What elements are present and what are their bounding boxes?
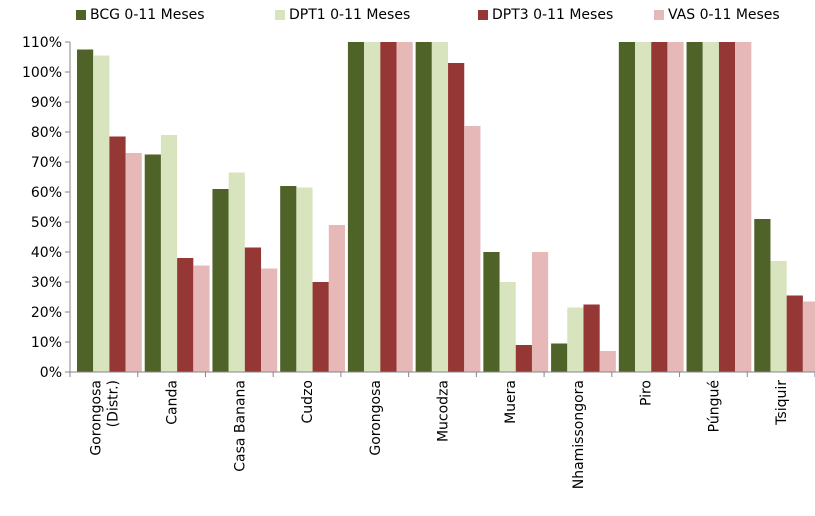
legend-swatch-dpt1 xyxy=(275,10,285,20)
bar-dpt3-2 xyxy=(244,247,262,372)
bar-dpt1-2 xyxy=(228,172,245,372)
bar-vas-5 xyxy=(464,126,481,372)
bar-bcg-7 xyxy=(551,343,568,372)
bar-bcg-8 xyxy=(618,42,636,372)
legend: BCG 0-11 Meses DPT1 0-11 Meses DPT3 0-11… xyxy=(0,7,815,27)
bar-dpt3-7 xyxy=(583,304,600,372)
bar-dpt1-9 xyxy=(702,42,719,372)
bar-vas-0 xyxy=(125,153,142,372)
bar-vas-10 xyxy=(802,301,815,372)
bar-dpt1-6 xyxy=(499,282,516,372)
legend-item-dpt1: DPT1 0-11 Meses xyxy=(275,7,410,23)
bar-dpt1-0 xyxy=(93,55,110,372)
x-tick-label: (Distr.) xyxy=(105,380,121,427)
bar-vas-2 xyxy=(261,268,278,372)
x-tick-label: Mucodza xyxy=(436,380,452,442)
x-tick-label: Tsiquir xyxy=(774,380,790,426)
bar-dpt1-7 xyxy=(567,307,584,372)
x-tick-label: Gorongosa xyxy=(88,380,104,456)
x-tick-label: Muera xyxy=(503,380,519,424)
y-tick-label: 20% xyxy=(31,305,62,321)
y-tick-label: 90% xyxy=(31,95,62,111)
bar-bcg-6 xyxy=(483,252,500,372)
y-tick-labels: 0% 10% 20% 30% 40% 50% 60% 70% 80% 90% 100% 110% xyxy=(22,35,62,381)
y-tick-label: 60% xyxy=(31,185,62,201)
bar-bcg-0 xyxy=(77,49,94,372)
bar-bcg-1 xyxy=(144,154,161,372)
bar-dpt1-8 xyxy=(635,42,652,372)
legend-label-dpt3: DPT3 0-11 Meses xyxy=(492,7,614,23)
bar-vas-9 xyxy=(735,42,752,372)
bar-dpt1-1 xyxy=(160,135,178,372)
legend-label-dpt1: DPT1 0-11 Meses xyxy=(289,7,411,23)
x-tick-label: Púngué xyxy=(706,380,722,432)
bar-dpt3-9 xyxy=(718,42,736,372)
bar-vas-1 xyxy=(193,265,210,372)
x-tick-label: Cudzo xyxy=(300,380,316,423)
x-tick-label: Canda xyxy=(165,380,181,425)
y-tick-label: 110% xyxy=(22,35,62,51)
bar-bcg-2 xyxy=(212,189,229,372)
legend-label-vas: VAS 0-11 Meses xyxy=(668,7,780,23)
y-tick-label: 10% xyxy=(31,335,62,351)
bar-vas-8 xyxy=(667,42,684,372)
bar-dpt3-5 xyxy=(448,63,465,372)
x-tick-label: Casa Banana xyxy=(232,380,248,472)
bar-vas-7 xyxy=(599,351,616,372)
bar-bcg-5 xyxy=(415,42,432,372)
y-tick-label: 40% xyxy=(31,245,62,261)
bar-dpt3-3 xyxy=(312,282,329,372)
legend-label-bcg: BCG 0-11 Meses xyxy=(90,7,205,23)
bar-dpt1-3 xyxy=(296,187,313,372)
legend-item-bcg: BCG 0-11 Meses xyxy=(76,7,205,23)
bar-vas-4 xyxy=(396,42,413,372)
y-tick-label: 30% xyxy=(31,275,62,291)
bars-group xyxy=(77,42,815,372)
bar-bcg-3 xyxy=(280,186,297,372)
y-tick-label: 70% xyxy=(31,155,62,171)
bar-dpt1-4 xyxy=(364,42,381,372)
bar-dpt3-4 xyxy=(380,42,397,372)
legend-swatch-bcg xyxy=(76,10,86,20)
bar-dpt1-5 xyxy=(431,42,449,372)
y-tick-label: 50% xyxy=(31,215,62,231)
y-tick-label: 80% xyxy=(31,125,62,141)
bar-dpt3-0 xyxy=(109,136,126,372)
bar-dpt3-8 xyxy=(651,42,668,372)
legend-swatch-dpt3 xyxy=(478,10,488,20)
y-tick-label: 100% xyxy=(22,65,62,81)
legend-item-vas: VAS 0-11 Meses xyxy=(654,7,780,23)
bar-dpt3-1 xyxy=(177,258,194,372)
bar-dpt1-10 xyxy=(770,261,787,372)
bar-vas-3 xyxy=(328,225,345,372)
legend-swatch-vas xyxy=(654,10,664,20)
y-tick-label: 0% xyxy=(40,365,62,381)
axes-group xyxy=(65,41,815,377)
bar-bcg-4 xyxy=(347,42,365,372)
x-tick-label: Gorongosa xyxy=(368,380,384,456)
x-tick-labels: Gorongosa (Distr.) Canda Casa Banana Cudzo Go… xyxy=(88,380,790,490)
bar-dpt3-10 xyxy=(786,295,803,372)
bar-vas-6 xyxy=(531,252,549,372)
bar-dpt3-6 xyxy=(515,345,532,372)
bar-bcg-9 xyxy=(686,42,703,372)
legend-item-dpt3: DPT3 0-11 Meses xyxy=(478,7,613,23)
x-tick-label: Nhamissongora xyxy=(571,380,587,489)
x-tick-label: Piro xyxy=(639,380,655,406)
bar-bcg-10 xyxy=(754,219,771,372)
